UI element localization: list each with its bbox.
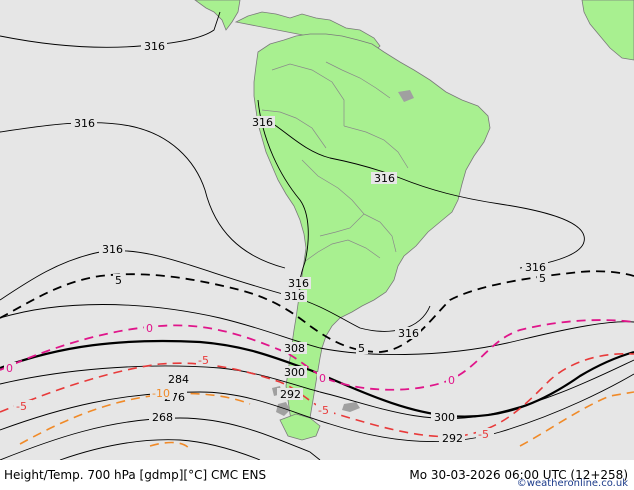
temp-label: 0 [4,362,16,375]
svg-text:0: 0 [6,362,13,375]
svg-text:300: 300 [284,366,305,379]
svg-text:284: 284 [168,373,189,386]
height-label: 316 [522,261,548,274]
height-label: 316 [371,172,397,185]
grey-lake [398,90,414,102]
height-label: 316 [71,117,97,130]
temp-label: 0 [446,374,458,387]
svg-text:5: 5 [358,342,365,355]
svg-text:268: 268 [152,411,173,424]
temp-label: -5 [476,428,494,441]
svg-text:316: 316 [398,327,419,340]
map-datetime: Mo 30-03-2026 06:00 UTC (12+258) [409,468,628,482]
svg-text:-10: -10 [152,387,170,400]
temp-label: -5 [14,400,32,413]
islands-south [272,386,290,416]
height-label: 300 [281,366,307,379]
height-label: 316 [285,277,311,290]
height-contour [59,439,261,460]
height-contour [0,250,431,332]
svg-text:316: 316 [284,290,305,303]
svg-text:316: 316 [525,261,546,274]
height-label: 284 [165,373,191,386]
temp-label: 0 [317,372,329,385]
svg-text:316: 316 [74,117,95,130]
svg-text:-5: -5 [318,404,329,417]
height-contour [0,122,286,269]
height-contour [0,373,634,443]
svg-text:316: 316 [252,116,273,129]
svg-text:292: 292 [442,432,463,445]
height-label: 316 [141,40,167,53]
height-label: 292 [277,388,303,401]
land-south-america [253,33,491,435]
height-label: 316 [99,243,125,256]
svg-text:316: 316 [144,40,165,53]
svg-text:316: 316 [288,277,309,290]
temp-label: 5 [537,272,549,285]
land-tierra-del-fuego [279,413,321,441]
land-africa [581,0,634,61]
temp-label: 0 [144,322,156,335]
svg-text:5: 5 [539,272,546,285]
temp-label: -5 [196,354,214,367]
isotherm-minus10 [149,441,191,451]
land-central-america [194,0,241,31]
map-footer: Height/Temp. 700 hPa [gdmp][°C] CMC ENS … [0,460,634,490]
height-contour [261,117,585,269]
height-label: 316 [395,327,421,340]
height-label: 268 [149,411,175,424]
map-canvas: 316 316 316 316 316 316 316 316 316 308 … [0,0,634,460]
svg-text:-5: -5 [16,400,27,413]
height-contour [0,11,221,48]
svg-text:0: 0 [146,322,153,335]
temp-label: 5 [113,274,125,287]
svg-text:300: 300 [434,411,455,424]
svg-text:316: 316 [374,172,395,185]
map-title: Height/Temp. 700 hPa [gdmp][°C] CMC ENS [4,468,267,482]
height-label: 308 [281,342,307,355]
svg-text:-5: -5 [198,354,209,367]
height-label: 316 [281,290,307,303]
temp-label: -10 [150,387,174,400]
country-borders [261,61,409,263]
falklands [342,402,360,412]
height-label: 316 [249,116,275,129]
svg-text:-5: -5 [478,428,489,441]
svg-text:316: 316 [102,243,123,256]
svg-text:308: 308 [284,342,305,355]
svg-text:0: 0 [448,374,455,387]
temp-label: 5 [356,342,368,355]
height-label: 300 [431,411,457,424]
height-contour [0,304,634,356]
height-contour [0,417,321,460]
svg-text:5: 5 [115,274,122,287]
svg-text:0: 0 [319,372,326,385]
temp-label: -5 [316,404,334,417]
svg-text:292: 292 [280,388,301,401]
height-label: 292 [439,432,465,445]
credit-link[interactable]: ©weatheronline.co.uk [516,478,628,489]
